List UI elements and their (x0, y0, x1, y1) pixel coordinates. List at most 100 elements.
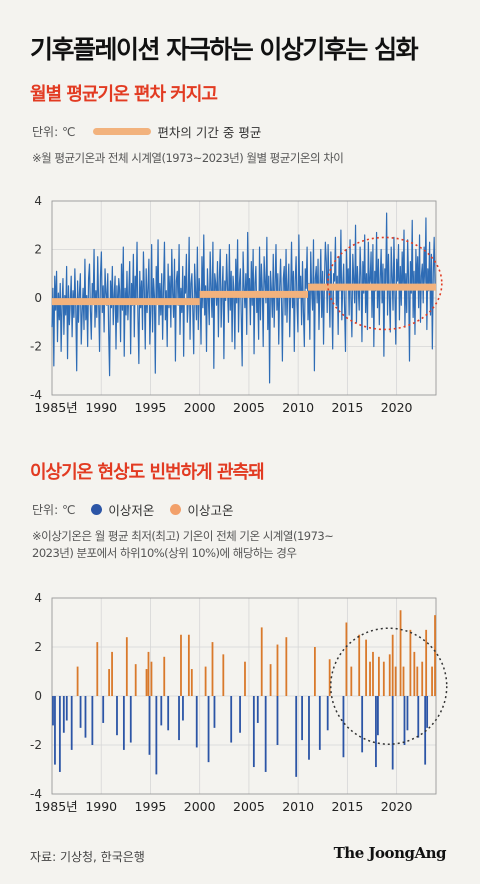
low-temp-bar (195, 696, 198, 748)
low-temp-bar (122, 696, 125, 750)
low-temp-bar (406, 696, 409, 731)
x-tick-label: 2005 (233, 799, 265, 814)
high-temp-bar (150, 661, 153, 696)
x-tick-label: 2000 (184, 799, 216, 814)
low-temp-bar (276, 696, 279, 745)
high-temp-bar (190, 669, 193, 696)
high-temp-bar (328, 659, 331, 696)
brand-logo: The JoongAng (333, 844, 447, 862)
y-tick-label: 0 (34, 689, 42, 703)
high-temp-bar (108, 669, 111, 696)
high-temp-bar (163, 656, 166, 696)
y-tick-label: 2 (34, 243, 42, 257)
y-tick-label: 4 (34, 591, 42, 605)
page-title: 기후플레이션 자극하는 이상기후는 심화 (30, 35, 419, 64)
low-temp-bar (213, 696, 216, 728)
y-tick-label: -2 (30, 738, 42, 752)
low-temp-bar (91, 696, 94, 745)
high-temp-bar (388, 654, 391, 696)
low-temp-bar (155, 696, 158, 775)
high-temp-bar (134, 664, 137, 696)
low-temp-bar (424, 696, 427, 765)
high-temp-bar (204, 666, 207, 696)
low-temp-bar (52, 696, 54, 726)
high-temp-bar (382, 661, 385, 696)
high-temp-bar (416, 666, 419, 696)
chart1-legend: 단위: ℃ 편차의 기간 중 평균 (32, 122, 261, 141)
high-temp-bar (391, 634, 394, 696)
low-temp-bar (207, 696, 210, 763)
x-tick-label: 1985년 (34, 400, 77, 415)
low-temp-bar (252, 696, 255, 768)
mean-line-swatch (93, 128, 152, 135)
low-temp-bar (148, 696, 151, 755)
high-temp-bar (313, 647, 316, 696)
low-temp-bar (301, 696, 303, 741)
low-temp-bar (403, 696, 406, 745)
low-temp-bar (239, 696, 241, 733)
y-tick-label: 2 (34, 640, 42, 654)
chart1-note: ※월 평균기온과 전체 시계열(1973~2023년) 월별 평균기온의 차이 (32, 151, 344, 165)
low-temp-bar (54, 696, 56, 765)
low-temp-bar (79, 696, 82, 728)
low-temp-bar (160, 696, 163, 726)
high-temp-bar (111, 651, 113, 696)
high-temp-bar (394, 666, 397, 696)
high-temp-bar (76, 666, 79, 696)
low-temp-swatch (91, 504, 103, 515)
low-temp-bar (116, 696, 118, 736)
high-temp-bar (425, 629, 428, 696)
low-temp-bar (295, 696, 298, 777)
low-temp-bar (102, 696, 105, 723)
high-temp-bar (413, 651, 416, 696)
high-temp-bar (421, 661, 424, 696)
low-temp-bar (167, 696, 170, 731)
highlight-circle (329, 627, 448, 745)
high-temp-bar (345, 622, 348, 696)
y-tick-label: -4 (30, 787, 42, 801)
chart2-note-line1: ※이상기온은 월 평균 최저(최고) 기온이 전체 기온 시계열(1973~ (32, 529, 334, 543)
x-tick-label: 1995 (135, 799, 167, 814)
y-tick-label: 0 (34, 291, 42, 305)
chart2-legend: 단위: ℃ 이상저온 이상고온 (32, 500, 233, 519)
high-temp-bar (358, 634, 361, 696)
x-tick-label: 1990 (85, 400, 117, 415)
x-tick-label: 2020 (381, 799, 413, 814)
low-temp-bar (58, 696, 61, 772)
low-temp-bar (230, 696, 233, 743)
low-temp-bar (375, 696, 377, 768)
plot-frame (51, 200, 437, 396)
high-temp-bar (372, 651, 374, 696)
low-temp-bar (308, 696, 310, 760)
chart2-subtitle: 이상기온 현상도 빈번하게 관측돼 (30, 462, 265, 483)
plot-frame (51, 597, 437, 795)
high-temp-bar (187, 634, 190, 696)
high-temp-bar (369, 661, 371, 696)
chart2-unit: 단위: ℃ (32, 503, 76, 517)
high-temp-bar (260, 627, 263, 696)
highlight-ellipse (326, 236, 443, 331)
low-temp-bar (318, 696, 321, 750)
low-temp-bar (129, 696, 132, 743)
chart1-subtitle: 월별 평균기온 편차 커지고 (30, 84, 218, 105)
chart1-legend-label: 편차의 기간 중 평균 (157, 125, 262, 140)
source-note: 자료: 기상청, 한국은행 (30, 850, 145, 864)
high-temp-bar (285, 637, 288, 696)
x-tick-label: 2015 (331, 799, 363, 814)
high-temp-bar (399, 610, 402, 696)
legend-low-label: 이상저온 (108, 503, 155, 518)
low-temp-bar (264, 696, 267, 772)
legend-high-label: 이상고온 (187, 503, 234, 518)
high-temp-bar (244, 661, 246, 696)
y-tick-label: 4 (34, 194, 42, 208)
high-temp-bar (145, 669, 148, 696)
x-tick-label: 1985년 (34, 799, 77, 814)
x-tick-label: 2000 (184, 400, 216, 415)
x-tick-label: 1990 (85, 799, 117, 814)
low-temp-bar (256, 696, 259, 723)
x-tick-label: 2015 (331, 400, 363, 415)
y-tick-label: -4 (30, 388, 42, 402)
low-temp-bar (62, 696, 65, 733)
